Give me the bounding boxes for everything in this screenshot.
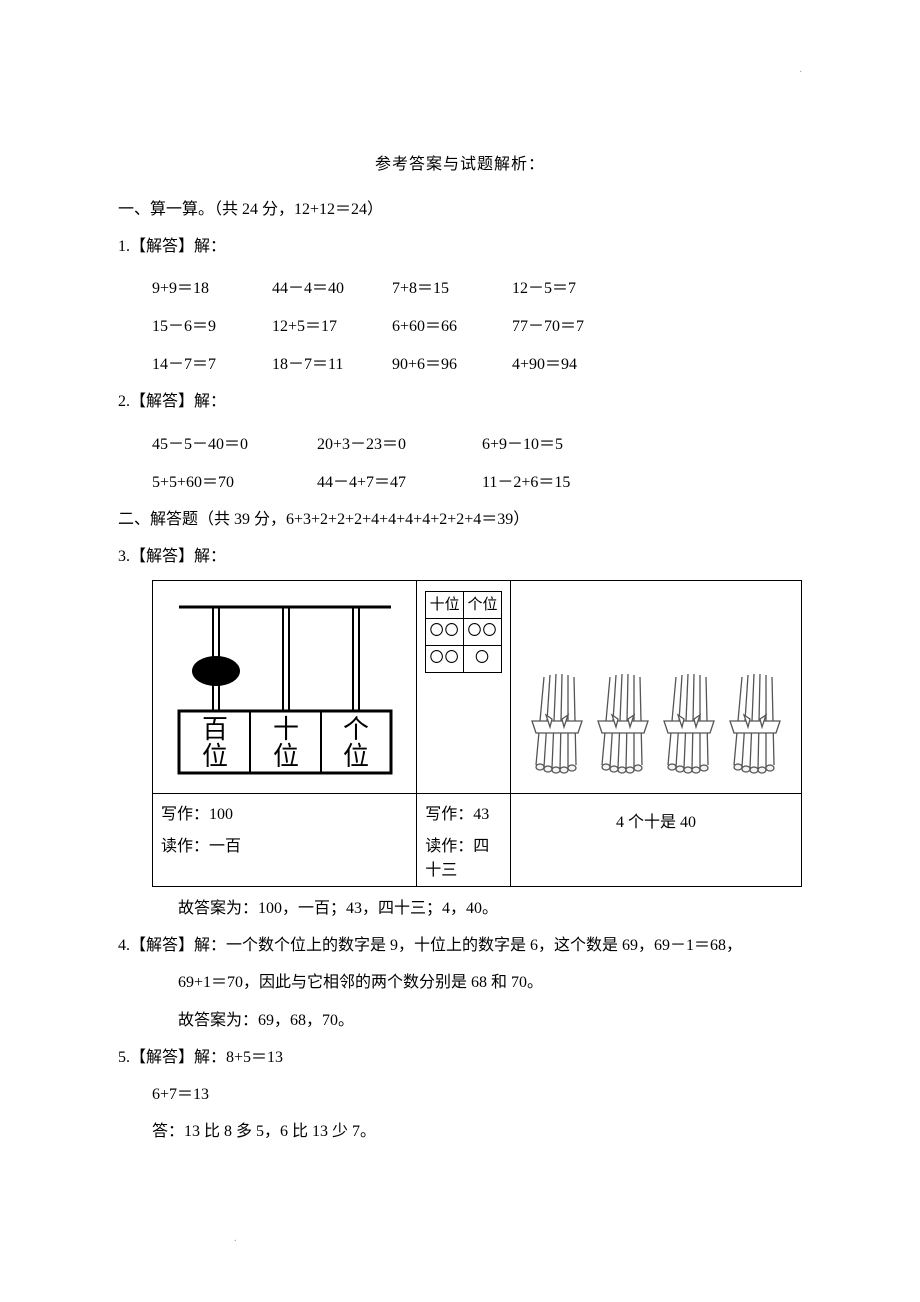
q5-line3: 答：13 比 8 多 5，6 比 13 少 7。 (152, 1118, 802, 1145)
q5-line2: 6+7＝13 (152, 1081, 802, 1108)
eq-cell: 5+5+60＝70 (152, 468, 317, 492)
q2-row: 45－5－40＝020+3－23＝06+9－10＝5 (152, 430, 802, 454)
q3-c1-read: 读作：一百 (161, 832, 408, 856)
page-title: 参考答案与试题解析： (118, 150, 802, 174)
eq-cell: 45－5－40＝0 (152, 430, 317, 454)
eq-cell: 18－7＝11 (272, 350, 392, 374)
bundles-row (519, 587, 793, 827)
eq-cell: 15－6＝9 (152, 312, 272, 336)
q3-placevalue-cell: 十位 个位 〇〇 〇〇 〇〇 〇 (417, 580, 511, 793)
section-1-header: 一、算一算。（共 24 分，12+12＝24） (118, 196, 802, 223)
q3-table: 百 位 十 位 个 位 十位 个位 〇〇 (152, 580, 802, 887)
pv-row-1: 〇〇 〇 (426, 645, 502, 672)
eq-cell: 44－4+7＝47 (317, 468, 482, 492)
q4-line3: 故答案为：69，68，70。 (178, 1007, 802, 1034)
q3-bottom-col3: 4 个十是 40 (510, 793, 801, 886)
eq-cell: 12+5＝17 (272, 312, 392, 336)
q1-label: 1.【解答】解： (118, 233, 802, 260)
eq-cell: 7+8＝15 (392, 274, 512, 298)
q3-bottom-col2: 写作：43 读作：四十三 (417, 793, 511, 886)
q3-c3-text: 4 个十是 40 (616, 814, 696, 831)
eq-cell: 90+6＝96 (392, 350, 512, 374)
pv-row-0: 〇〇 〇〇 (426, 618, 502, 645)
pv-header-tens: 十位 (426, 591, 464, 618)
eq-cell: 6+60＝66 (392, 312, 512, 336)
pv-r1-tens: 〇〇 (426, 645, 464, 672)
svg-text:位: 位 (343, 742, 369, 771)
stick-bundle-icon (658, 669, 720, 784)
eq-cell: 44－4＝40 (272, 274, 392, 298)
pv-r1-ones: 〇 (464, 645, 502, 672)
eq-cell: 77－70＝7 (512, 312, 632, 336)
svg-text:位: 位 (273, 742, 299, 771)
q3-bottom-col1: 写作：100 读作：一百 (153, 793, 417, 886)
q3-table-row-top: 百 位 十 位 个 位 十位 个位 〇〇 (153, 580, 802, 793)
q3-c2-write: 写作：43 (425, 800, 502, 824)
place-value-table: 十位 个位 〇〇 〇〇 〇〇 〇 (425, 591, 502, 673)
eq-cell: 9+9＝18 (152, 274, 272, 298)
q3-c2-read: 读作：四十三 (425, 832, 502, 880)
abacus-diagram: 百 位 十 位 个 位 (161, 593, 408, 793)
q2-label: 2.【解答】解： (118, 388, 802, 415)
pv-r0-ones: 〇〇 (464, 618, 502, 645)
pv-header-row: 十位 个位 (426, 591, 502, 618)
q4-line1: 4.【解答】解：一个数个位上的数字是 9，十位上的数字是 6，这个数是 69，6… (118, 932, 802, 959)
q1-rows: 9+9＝1844－4＝407+8＝1512－5＝7 15－6＝912+5＝176+… (118, 274, 802, 374)
eq-cell: 6+9－10＝5 (482, 430, 647, 454)
q1-row: 9+9＝1844－4＝407+8＝1512－5＝7 (152, 274, 802, 298)
abacus-label-bai: 百 (202, 715, 228, 744)
stick-bundle-icon (724, 669, 786, 784)
q2-rows: 45－5－40＝020+3－23＝06+9－10＝5 5+5+60＝7044－4+… (118, 430, 802, 492)
pv-r0-tens: 〇〇 (426, 618, 464, 645)
corner-mark-bottom-left: . (234, 1233, 237, 1244)
q3-c1-write: 写作：100 (161, 800, 408, 824)
q4-line2: 69+1＝70，因此与它相邻的两个数分别是 68 和 70。 (178, 969, 802, 996)
eq-cell: 4+90＝94 (512, 350, 632, 374)
abacus-label-ge: 个 (343, 715, 369, 744)
stick-bundle-icon (526, 669, 588, 784)
q2-row: 5+5+60＝7044－4+7＝4711－2+6＝15 (152, 468, 802, 492)
corner-mark-top-right: . (800, 64, 803, 75)
section-2-header: 二、解答题（共 39 分，6+3+2+2+2+4+4+4+4+2+2+4＝39） (118, 506, 802, 533)
abacus-svg: 百 位 十 位 个 位 (167, 593, 403, 779)
eq-cell: 12－5＝7 (512, 274, 632, 298)
eq-cell: 11－2+6＝15 (482, 468, 647, 492)
q5-line1: 5.【解答】解：8+5＝13 (118, 1044, 802, 1071)
q3-bundles-cell (510, 580, 801, 793)
abacus-label-shi: 十 (273, 715, 299, 744)
eq-cell: 20+3－23＝0 (317, 430, 482, 454)
page: . 参考答案与试题解析： 一、算一算。（共 24 分，12+12＝24） 1.【… (0, 0, 920, 1302)
q3-table-row-bottom: 写作：100 读作：一百 写作：43 读作：四十三 4 个十是 40 (153, 793, 802, 886)
q3-label: 3.【解答】解： (118, 543, 802, 570)
q3-answer: 故答案为：100，一百；43，四十三；4，40。 (178, 895, 802, 922)
eq-cell: 14－7＝7 (152, 350, 272, 374)
q3-abacus-cell: 百 位 十 位 个 位 (153, 580, 417, 793)
q1-row: 15－6＝912+5＝176+60＝6677－70＝7 (152, 312, 802, 336)
svg-text:位: 位 (202, 742, 228, 771)
pv-header-ones: 个位 (464, 591, 502, 618)
stick-bundle-icon (592, 669, 654, 784)
q1-row: 14－7＝718－7＝1190+6＝964+90＝94 (152, 350, 802, 374)
